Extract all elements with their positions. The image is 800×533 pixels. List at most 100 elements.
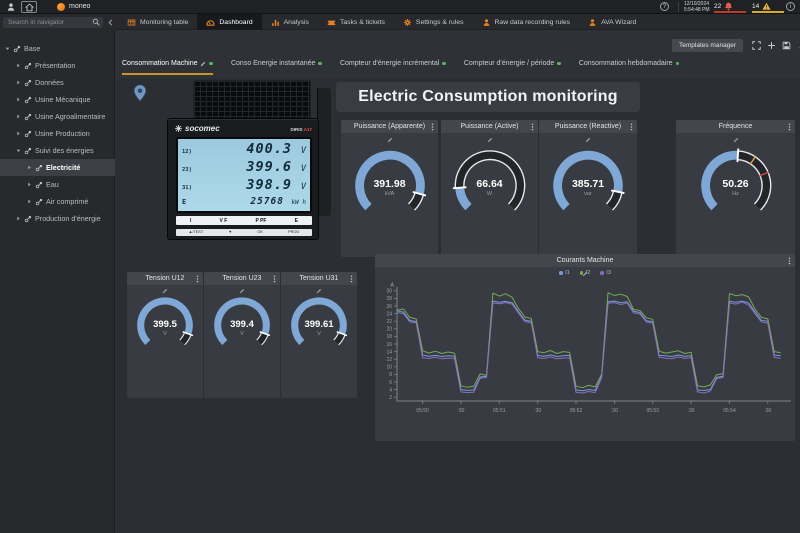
dash-tab-conso-energie-instantan-e[interactable]: Conso Energie instantanée <box>231 58 322 75</box>
sidebar-item-usine-agroalimentaire[interactable]: Usine Agroalimentaire <box>0 108 115 125</box>
alarm-counter[interactable]: 22 <box>714 0 746 13</box>
chart-legend: I1 I2 I3 <box>375 270 795 276</box>
svg-text:22: 22 <box>386 319 392 325</box>
caret-right-icon[interactable] <box>16 114 21 119</box>
dash-tab-compteur-d-nergie-incr-mental[interactable]: Compteur d'énergie incrémental <box>340 58 446 75</box>
warning-underline <box>752 11 784 13</box>
gauge-unit: V <box>163 330 167 337</box>
caret-right-icon[interactable] <box>27 165 32 170</box>
bars-icon <box>271 18 280 27</box>
sidebar-item-production-d-nergie[interactable]: Production d'énergie <box>0 210 115 227</box>
kebab-menu-icon[interactable] <box>630 123 633 131</box>
kebab-menu-icon[interactable] <box>788 257 791 265</box>
caret-right-icon[interactable] <box>16 131 21 136</box>
dash-tab-consommation-hebdomadaire[interactable]: Consommation hebdomadaire <box>579 58 680 75</box>
legend-dot <box>579 271 584 275</box>
legend-item-i2[interactable]: I2 <box>579 270 590 276</box>
sidebar-item-donn-es[interactable]: Données <box>0 74 115 91</box>
svg-text:14: 14 <box>386 349 392 355</box>
kebab-menu-icon[interactable] <box>273 275 276 283</box>
energy-label: E <box>182 198 187 206</box>
dash-tab-compteur-d-nergie-p-riode[interactable]: Compteur d'énergie / période <box>464 58 561 75</box>
gear-icon <box>403 18 412 27</box>
search-input[interactable] <box>3 16 103 28</box>
sidebar-item-air-comprim[interactable]: Air comprimé <box>0 193 115 210</box>
templates-manager-button[interactable]: Templates manager <box>672 39 744 52</box>
help-button[interactable]: ? <box>660 2 669 11</box>
dash-tab-consommation-machine[interactable]: Consommation Machine <box>122 58 213 75</box>
node-icon <box>35 164 43 172</box>
meter-key: ▼ <box>228 230 233 235</box>
gauge-widget-puissance-reactive: Puissance (Reactive) 385.71 var <box>539 120 637 257</box>
edit-pencil-icon[interactable] <box>162 288 168 294</box>
nav-tab-dashboard[interactable]: Dashboard <box>197 14 262 30</box>
energy-unit: kW h <box>291 199 306 206</box>
sidebar-item-usine-m-canique[interactable]: Usine Mécanique <box>0 91 115 108</box>
svg-text:05:52: 05:52 <box>570 408 583 414</box>
lcd-unit: V <box>300 182 306 192</box>
sidebar-collapse-icon[interactable] <box>107 19 114 26</box>
edit-pencil-icon[interactable] <box>316 288 322 294</box>
nav-tab-tasks-tickets[interactable]: Tasks & tickets <box>318 14 394 30</box>
nav-tab-monitoring-table[interactable]: Monitoring table <box>118 14 197 30</box>
kebab-menu-icon[interactable] <box>788 123 791 131</box>
sidebar-item-eau[interactable]: Eau <box>0 176 115 193</box>
legend-item-i1[interactable]: I1 <box>559 270 570 276</box>
legend-dot <box>559 271 563 275</box>
expand-icon[interactable] <box>752 41 761 50</box>
nav-tab-settings-rules[interactable]: Settings & rules <box>394 14 473 30</box>
divider <box>678 2 679 12</box>
warning-counter[interactable]: 14 <box>752 0 784 13</box>
sidebar-item-base[interactable]: Base <box>0 40 115 57</box>
bell-icon <box>724 2 733 11</box>
svg-text::30: :30 <box>611 408 618 414</box>
sidebar-item-electricit[interactable]: Electricité <box>0 159 115 176</box>
nav-tab-label: Dashboard <box>219 18 253 26</box>
home-icon <box>24 3 34 12</box>
sidebar-item-usine-production[interactable]: Usine Production <box>0 125 115 142</box>
save-icon[interactable] <box>782 41 791 50</box>
sidebar-item-suivi-des-nergies[interactable]: Suivi des énergies <box>0 142 115 159</box>
kebab-menu-icon[interactable] <box>431 123 434 131</box>
edit-pencil-icon[interactable] <box>487 137 493 143</box>
pencil-icon[interactable] <box>200 61 206 67</box>
sidebar-item-pr-sentation[interactable]: Présentation <box>0 57 115 74</box>
svg-text:18: 18 <box>386 334 392 340</box>
home-button[interactable] <box>21 1 37 13</box>
plus-icon[interactable] <box>767 41 776 50</box>
dash-tab-label: Compteur d'énergie / période <box>463 60 555 67</box>
svg-text:12: 12 <box>386 357 392 363</box>
legend-item-i3[interactable]: I3 <box>600 270 611 276</box>
edit-pencil-icon[interactable] <box>582 271 588 277</box>
edit-pencil-icon[interactable] <box>239 288 245 294</box>
nav-tab-analysis[interactable]: Analysis <box>262 14 318 30</box>
info-button[interactable]: i <box>786 2 795 11</box>
meter-vent <box>193 80 311 122</box>
svg-text:16: 16 <box>386 342 392 348</box>
edit-pencil-icon[interactable] <box>733 137 739 143</box>
meter-key-v-f: V F <box>219 217 228 224</box>
meter-key: PROG <box>288 230 300 235</box>
kebab-menu-icon[interactable] <box>531 123 534 131</box>
gauge-title: Puissance (Active) <box>460 123 519 130</box>
legend-label: I1 <box>565 270 570 276</box>
caret-right-icon[interactable] <box>16 97 21 102</box>
caret-right-icon[interactable] <box>27 182 32 187</box>
svg-text:05:54: 05:54 <box>723 408 736 414</box>
edit-pencil-icon[interactable] <box>585 137 591 143</box>
user-icon[interactable] <box>6 2 16 12</box>
edit-pencil-icon[interactable] <box>387 137 393 143</box>
nav-tab-raw-data-recording-rules[interactable]: Raw data recording rules <box>473 14 580 30</box>
caret-right-icon[interactable] <box>16 80 21 85</box>
meter-key: ▲/TEST <box>188 230 204 235</box>
caret-right-icon[interactable] <box>16 216 21 221</box>
node-icon <box>24 215 32 223</box>
kebab-menu-icon[interactable] <box>350 275 353 283</box>
kebab-menu-icon[interactable] <box>196 275 199 283</box>
caret-right-icon[interactable] <box>27 199 32 204</box>
gauge-header: Tension U31 <box>281 272 357 285</box>
nav-tab-ava-wizard[interactable]: AVA Wizard <box>579 14 645 30</box>
caret-down-icon[interactable] <box>16 148 21 153</box>
caret-right-icon[interactable] <box>16 63 21 68</box>
caret-down-icon[interactable] <box>5 46 10 51</box>
